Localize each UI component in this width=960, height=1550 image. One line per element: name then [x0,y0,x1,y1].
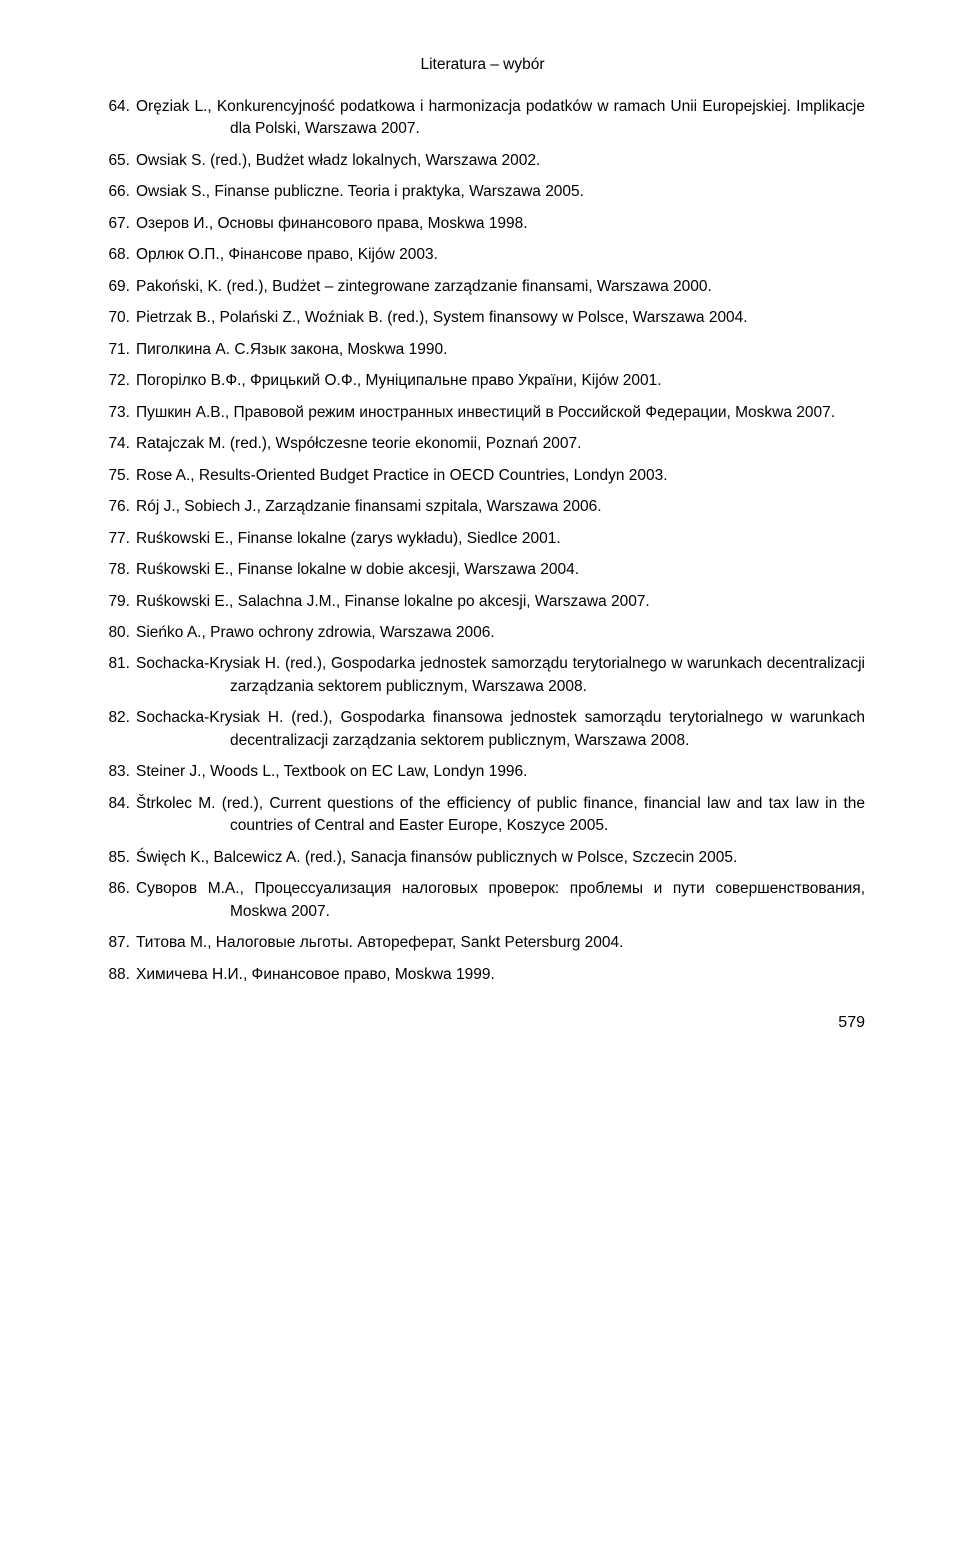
bibliography-entry: 64.Oręziak L., Konkurencyjność podatkowa… [100,96,865,141]
bibliography-entry: 83.Steiner J., Woods L., Textbook on EC … [100,761,865,783]
bibliography-entry: 70.Pietrzak B., Polański Z., Woźniak B. … [100,307,865,329]
entry-number: 76. [100,496,136,518]
entry-text: Пиголкина А. С.Язык закона, Moskwa 1990. [136,339,865,361]
bibliography-entry: 77.Ruśkowski E., Finanse lokalne (zarys … [100,528,865,550]
bibliography-entry: 78.Ruśkowski E., Finanse lokalne w dobie… [100,559,865,581]
entry-text: Steiner J., Woods L., Textbook on EC Law… [136,761,865,783]
entry-text: Sieńko A., Prawo ochrony zdrowia, Warsza… [136,622,865,644]
bibliography-entry: 74.Ratajczak M. (red.), Współczesne teor… [100,433,865,455]
bibliography-entry: 72.Погорілко В.Ф., Фрицький О.Ф., Муніци… [100,370,865,392]
entry-number: 65. [100,150,136,172]
entry-number: 83. [100,761,136,783]
entry-number: 78. [100,559,136,581]
bibliography-entry: 65.Owsiak S. (red.), Budżet władz lokaln… [100,150,865,172]
entry-text: Суворов М.А., Процессуализация налоговых… [136,878,865,923]
page-header: Literatura – wybór [100,56,865,74]
entry-number: 87. [100,932,136,954]
entry-number: 72. [100,370,136,392]
entry-number: 85. [100,847,136,869]
bibliography-entry: 75.Rose A., Results-Oriented Budget Prac… [100,465,865,487]
entry-number: 84. [100,793,136,838]
bibliography-list: 64.Oręziak L., Konkurencyjność podatkowa… [100,96,865,986]
entry-number: 86. [100,878,136,923]
entry-number: 75. [100,465,136,487]
entry-text: Oręziak L., Konkurencyjność podatkowa i … [136,96,865,141]
entry-text: Sochacka-Krysiak H. (red.), Gospodarka j… [136,653,865,698]
entry-number: 68. [100,244,136,266]
entry-number: 74. [100,433,136,455]
entry-text: Ruśkowski E., Finanse lokalne (zarys wyk… [136,528,865,550]
entry-number: 69. [100,276,136,298]
entry-text: Owsiak S., Finanse publiczne. Teoria i p… [136,181,865,203]
page-number-value: 579 [838,1014,865,1031]
entry-text: Sochacka-Krysiak H. (red.), Gospodarka f… [136,707,865,752]
entry-text: Rose A., Results-Oriented Budget Practic… [136,465,865,487]
bibliography-entry: 81.Sochacka-Krysiak H. (red.), Gospodark… [100,653,865,698]
entry-number: 73. [100,402,136,424]
entry-text: Орлюк О.П., Фінансове право, Kijów 2003. [136,244,865,266]
entry-number: 79. [100,591,136,613]
entry-text: Rój J., Sobiech J., Zarządzanie finansam… [136,496,865,518]
bibliography-entry: 68.Орлюк О.П., Фінансове право, Kijów 20… [100,244,865,266]
bibliography-entry: 79.Ruśkowski E., Salachna J.M., Finanse … [100,591,865,613]
entry-number: 71. [100,339,136,361]
entry-number: 80. [100,622,136,644]
entry-text: Ruśkowski E., Salachna J.M., Finanse lok… [136,591,865,613]
entry-text: Погорілко В.Ф., Фрицький О.Ф., Муніципал… [136,370,865,392]
entry-number: 81. [100,653,136,698]
entry-number: 77. [100,528,136,550]
bibliography-entry: 69.Pakoński, K. (red.), Budżet – zintegr… [100,276,865,298]
bibliography-entry: 71.Пиголкина А. С.Язык закона, Moskwa 19… [100,339,865,361]
bibliography-entry: 76.Rój J., Sobiech J., Zarządzanie finan… [100,496,865,518]
bibliography-entry: 86.Суворов М.А., Процессуализация налого… [100,878,865,923]
entry-text: Owsiak S. (red.), Budżet władz lokalnych… [136,150,865,172]
page-number: 579 [100,1014,865,1032]
entry-text: Ratajczak M. (red.), Współczesne teorie … [136,433,865,455]
header-title: Literatura – wybór [420,56,544,73]
bibliography-entry: 82.Sochacka-Krysiak H. (red.), Gospodark… [100,707,865,752]
bibliography-entry: 67.Озеров И., Основы финансового права, … [100,213,865,235]
entry-text: Pakoński, K. (red.), Budżet – zintegrowa… [136,276,865,298]
bibliography-entry: 73.Пушкин А.В., Правовой режим иностранн… [100,402,865,424]
entry-text: Ruśkowski E., Finanse lokalne w dobie ak… [136,559,865,581]
bibliography-entry: 88.Химичева Н.И., Финансовое право, Mosk… [100,964,865,986]
entry-number: 64. [100,96,136,141]
entry-text: Титова М., Налоговые льготы. Автореферат… [136,932,865,954]
entry-number: 82. [100,707,136,752]
entry-text: Štrkolec M. (red.), Current questions of… [136,793,865,838]
bibliography-entry: 85.Święch K., Balcewicz A. (red.), Sanac… [100,847,865,869]
bibliography-entry: 66.Owsiak S., Finanse publiczne. Teoria … [100,181,865,203]
bibliography-entry: 80.Sieńko A., Prawo ochrony zdrowia, War… [100,622,865,644]
entry-text: Pietrzak B., Polański Z., Woźniak B. (re… [136,307,865,329]
entry-text: Химичева Н.И., Финансовое право, Moskwa … [136,964,865,986]
entry-number: 70. [100,307,136,329]
entry-number: 67. [100,213,136,235]
entry-text: Озеров И., Основы финансового права, Mos… [136,213,865,235]
bibliography-entry: 84.Štrkolec M. (red.), Current questions… [100,793,865,838]
entry-number: 66. [100,181,136,203]
entry-text: Święch K., Balcewicz A. (red.), Sanacja … [136,847,865,869]
entry-text: Пушкин А.В., Правовой режим иностранных … [136,402,865,424]
entry-number: 88. [100,964,136,986]
bibliography-entry: 87.Титова М., Налоговые льготы. Авторефе… [100,932,865,954]
